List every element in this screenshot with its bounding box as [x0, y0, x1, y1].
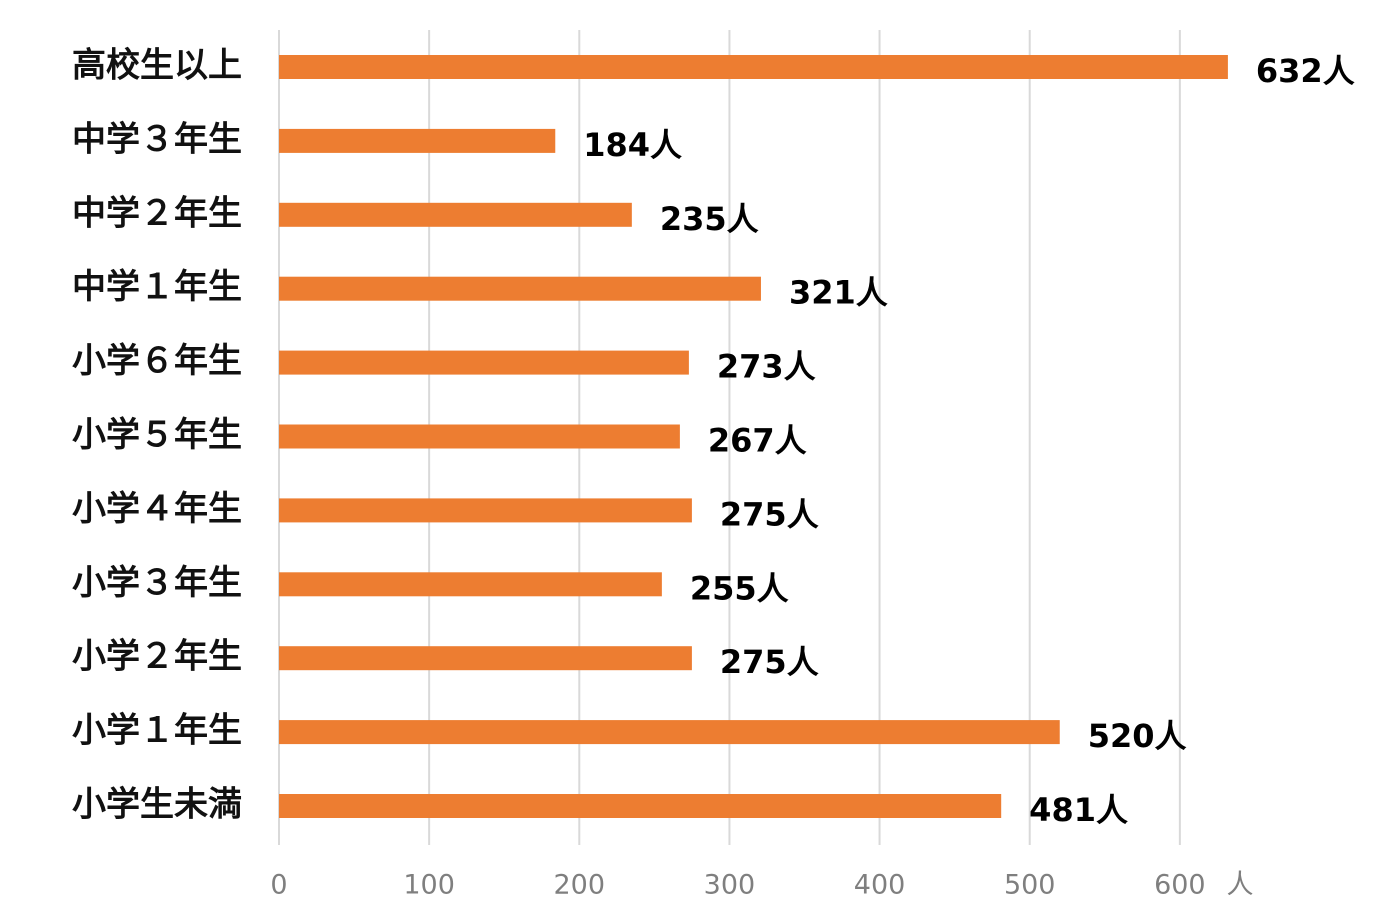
category-label: 小学２年生: [72, 637, 242, 677]
value-label: 255人: [690, 569, 789, 607]
bar: [279, 276, 761, 301]
value-label: 321人: [789, 274, 888, 312]
x-tick-label: 400: [854, 870, 906, 901]
value-label: 520人: [1088, 717, 1187, 755]
category-label: 小学１年生: [72, 711, 242, 751]
category-label: 中学３年生: [72, 119, 242, 159]
value-label: 275人: [720, 495, 819, 533]
value-label: 267人: [708, 422, 807, 460]
value-label: 481人: [1029, 791, 1128, 829]
category-label: 小学５年生: [72, 415, 242, 455]
category-label: 中学２年生: [72, 193, 242, 233]
bar: [279, 794, 1002, 818]
x-tick-label: 300: [704, 870, 756, 901]
bar: [279, 128, 556, 153]
category-label: 小学４年生: [72, 489, 242, 529]
bar: [279, 572, 662, 597]
category-label: 小学６年生: [72, 341, 242, 381]
bar: [279, 350, 689, 375]
category-label: 小学生未満: [72, 785, 242, 825]
value-label: 235人: [660, 200, 759, 238]
bar: [279, 720, 1060, 745]
bar: [279, 202, 632, 227]
x-tick-label: 100: [403, 870, 455, 901]
x-tick-label: 600: [1154, 870, 1206, 901]
x-tick-label: 200: [554, 870, 606, 901]
value-label: 184人: [583, 126, 682, 164]
value-label: 275人: [720, 643, 819, 681]
category-label: 小学３年生: [72, 563, 242, 603]
bar: [279, 498, 692, 523]
value-label: 273人: [717, 348, 816, 386]
x-tick-label: 0: [270, 870, 287, 901]
bar: [279, 55, 1228, 79]
category-label: 高校生以上: [72, 46, 242, 86]
x-tick-label: 500: [1004, 870, 1056, 901]
bar: [279, 424, 680, 449]
value-label: 632人: [1256, 52, 1355, 90]
bar: [279, 646, 692, 671]
x-axis-label: 人: [1227, 870, 1254, 901]
category-label: 中学１年生: [72, 267, 242, 307]
